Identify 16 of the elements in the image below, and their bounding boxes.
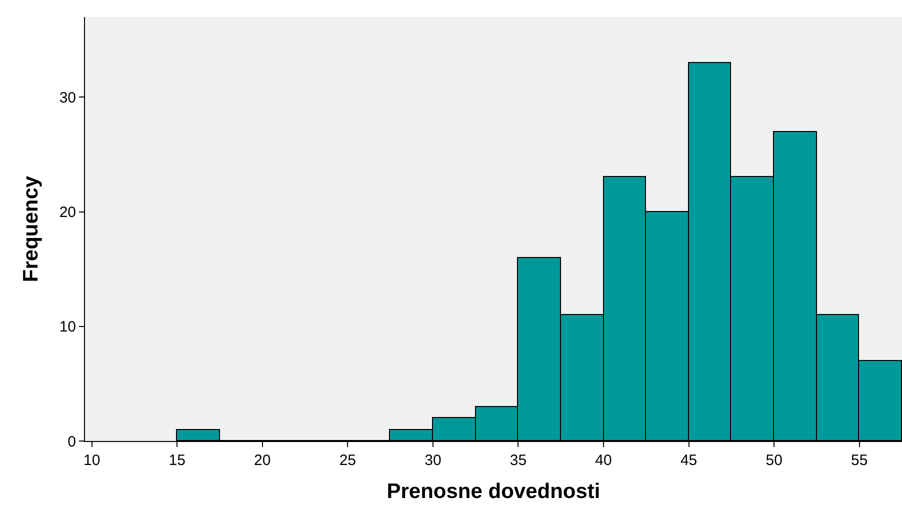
- x-tick-label: 40: [595, 452, 612, 469]
- y-tick-label: 30: [59, 89, 76, 106]
- x-tick-label: 30: [424, 452, 442, 469]
- x-tick-label: 25: [339, 452, 356, 469]
- x-axis-title: Prenosne dovednosti: [386, 480, 600, 504]
- x-tick-label: 10: [83, 452, 100, 469]
- x-tick-label: 45: [680, 452, 698, 469]
- x-tick-label: 50: [766, 452, 782, 469]
- y-tick-label: 20: [59, 204, 76, 222]
- x-tick-label: 55: [851, 452, 868, 469]
- y-tick-label: 0: [68, 433, 76, 450]
- x-tick-label: 20: [254, 452, 271, 469]
- y-axis-title: Frequency: [19, 176, 42, 282]
- x-tick-label: 35: [510, 452, 527, 469]
- x-tick-label: 15: [168, 452, 186, 469]
- y-tick-label: 10: [59, 318, 76, 336]
